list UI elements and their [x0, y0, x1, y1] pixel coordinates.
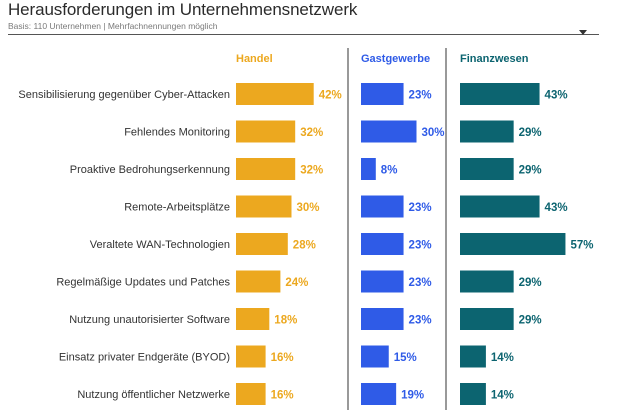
bar-handel — [236, 233, 288, 255]
value-label-gastgewerbe: 23% — [409, 90, 432, 102]
value-label-finanzwesen: 43% — [545, 90, 568, 102]
value-label-finanzwesen: 14% — [491, 390, 514, 402]
collapse-chevron-icon[interactable] — [579, 30, 587, 35]
bar-gastgewerbe — [361, 158, 376, 180]
bar-finanzwesen — [460, 270, 514, 293]
value-label-handel: 30% — [297, 202, 320, 214]
bar-gastgewerbe — [361, 120, 417, 143]
category-label: Nutzung unautorisierter Software — [69, 314, 230, 326]
value-label-gastgewerbe: 23% — [409, 240, 432, 252]
bar-handel — [236, 308, 270, 330]
bar-handel — [236, 345, 266, 368]
value-label-gastgewerbe: 8% — [381, 165, 398, 177]
bar-gastgewerbe — [361, 270, 404, 293]
value-label-finanzwesen: 14% — [491, 352, 514, 364]
chart-subtitle: Basis: 110 Unternehmen | Mehrfachnennung… — [8, 21, 218, 31]
bar-finanzwesen — [460, 383, 486, 405]
value-label-handel: 18% — [274, 315, 297, 327]
value-label-gastgewerbe: 23% — [409, 315, 432, 327]
bar-gastgewerbe — [361, 233, 404, 255]
value-label-finanzwesen: 57% — [570, 240, 593, 252]
bar-finanzwesen — [460, 195, 540, 218]
bar-handel — [236, 383, 266, 405]
category-label: Nutzung öffentlicher Netzwerke — [77, 389, 230, 401]
value-label-handel: 42% — [319, 90, 342, 102]
value-label-finanzwesen: 43% — [545, 202, 568, 214]
value-label-handel: 32% — [300, 165, 323, 177]
bar-finanzwesen — [460, 120, 514, 143]
bar-finanzwesen — [460, 158, 514, 180]
value-label-finanzwesen: 29% — [519, 165, 542, 177]
category-label: Fehlendes Monitoring — [124, 127, 230, 139]
category-label: Einsatz privater Endgeräte (BYOD) — [59, 352, 230, 364]
category-label: Regelmäßige Updates und Patches — [56, 277, 230, 289]
value-label-gastgewerbe: 23% — [409, 202, 432, 214]
bar-gastgewerbe — [361, 383, 397, 405]
category-label: Proaktive Bedrohungserkennung — [70, 164, 230, 176]
bar-gastgewerbe — [361, 83, 404, 105]
bar-finanzwesen — [460, 233, 566, 255]
category-label: Veraltete WAN-Technologien — [90, 239, 230, 251]
value-label-finanzwesen: 29% — [519, 277, 542, 289]
value-label-gastgewerbe: 23% — [409, 277, 432, 289]
value-label-finanzwesen: 29% — [519, 315, 542, 327]
value-label-handel: 24% — [285, 277, 308, 289]
bar-finanzwesen — [460, 83, 540, 105]
bar-handel — [236, 83, 314, 105]
bar-handel — [236, 158, 296, 180]
bar-handel — [236, 120, 296, 143]
value-label-handel: 16% — [271, 390, 294, 402]
header-divider — [8, 34, 599, 35]
value-label-gastgewerbe: 15% — [394, 352, 417, 364]
category-label: Sensibilisierung gegenüber Cyber-Attacke… — [18, 89, 230, 101]
bar-gastgewerbe — [361, 308, 404, 330]
value-label-gastgewerbe: 30% — [422, 127, 445, 139]
value-label-handel: 32% — [300, 127, 323, 139]
chart-title: Herausforderungen im Unternehmensnetzwer… — [8, 0, 358, 19]
bar-gastgewerbe — [361, 345, 389, 368]
series-header-handel: Handel — [236, 53, 273, 65]
category-label: Remote-Arbeitsplätze — [124, 202, 230, 214]
bar-handel — [236, 270, 281, 293]
bar-finanzwesen — [460, 345, 486, 368]
bar-finanzwesen — [460, 308, 514, 330]
value-label-finanzwesen: 29% — [519, 127, 542, 139]
value-label-handel: 16% — [271, 352, 294, 364]
series-header-gastgewerbe: Gastgewerbe — [361, 53, 430, 65]
bar-gastgewerbe — [361, 195, 404, 218]
value-label-handel: 28% — [293, 240, 316, 252]
bar-handel — [236, 195, 292, 218]
value-label-gastgewerbe: 19% — [401, 390, 424, 402]
series-header-finanzwesen: Finanzwesen — [460, 53, 529, 65]
